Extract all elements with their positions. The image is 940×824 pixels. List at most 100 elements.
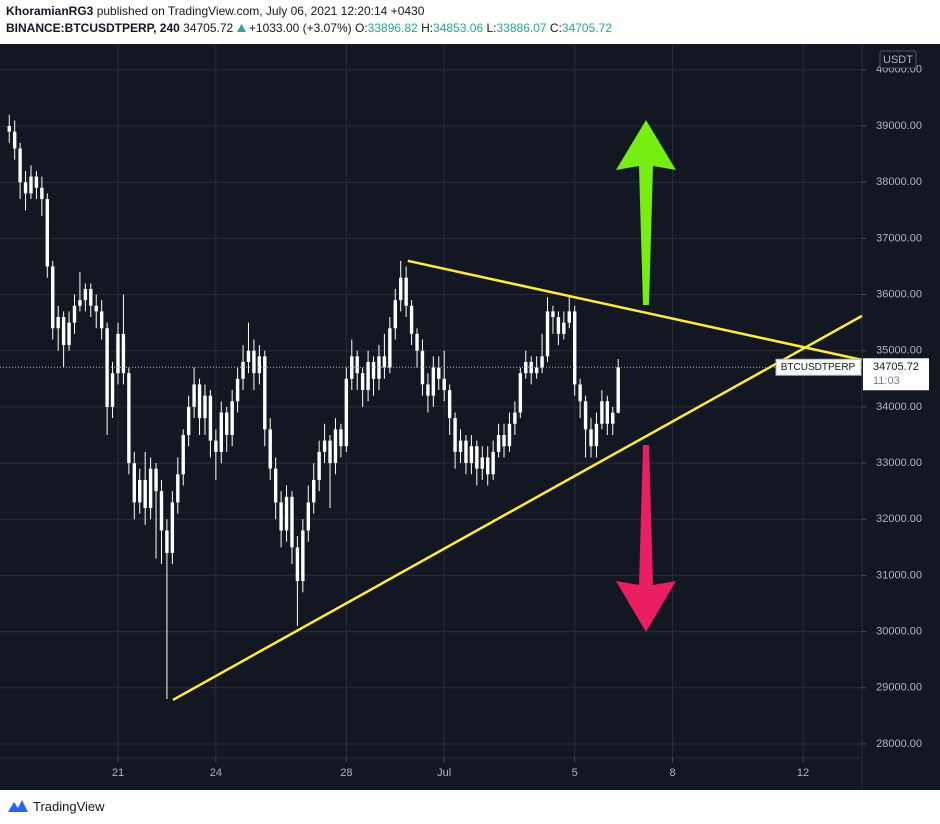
candle-body xyxy=(230,401,234,435)
candle-body xyxy=(447,390,452,419)
change: +1033.00 (+3.07%) xyxy=(248,21,352,35)
symbol-box xyxy=(775,358,862,376)
candle-body xyxy=(306,502,310,531)
candle-body xyxy=(545,311,550,357)
candle-body xyxy=(616,367,620,413)
header: KhoramianRG3 published on TradingView.co… xyxy=(6,3,612,37)
candle-body xyxy=(219,412,223,452)
candle-body xyxy=(159,491,164,531)
candle-body xyxy=(491,451,495,475)
candle-body xyxy=(420,350,425,385)
candle-body xyxy=(290,496,294,548)
candle-body xyxy=(61,317,66,346)
candle-body xyxy=(496,434,501,452)
candle-body xyxy=(165,530,169,553)
candle-body xyxy=(29,176,33,194)
candle-body xyxy=(339,429,343,447)
trend-line xyxy=(172,314,863,702)
candle-body xyxy=(7,126,11,132)
candle-body xyxy=(513,412,517,424)
candle-body xyxy=(83,288,88,301)
author: KhoramianRG3 xyxy=(6,4,94,18)
candle-body xyxy=(51,266,55,329)
plot: 28000.00 29000.00 30000.00 31000.00 32000.00… xyxy=(0,44,929,779)
candle-body xyxy=(45,199,50,267)
candle-body xyxy=(284,496,289,531)
candle-body xyxy=(518,373,523,413)
candle-body xyxy=(170,502,175,553)
currency-box xyxy=(879,50,917,69)
candle-body xyxy=(121,333,126,374)
c-label: C: xyxy=(549,21,562,35)
candle-body xyxy=(355,356,359,374)
candle-body xyxy=(333,429,338,464)
candle-body xyxy=(458,440,463,452)
candle-body xyxy=(486,457,490,475)
candle-body xyxy=(252,350,256,374)
candle-body xyxy=(78,300,82,306)
candle-body xyxy=(127,373,131,464)
candle-body xyxy=(67,322,71,346)
down-arrow-shape xyxy=(616,445,676,632)
candle-body xyxy=(502,434,506,447)
candle-body xyxy=(534,367,539,374)
header-line: BINANCE:BTCUSDTPERP, 240 34705.72 +1033.… xyxy=(6,20,612,37)
candle-body xyxy=(393,300,397,329)
candle-body xyxy=(578,384,582,402)
y-tick-label: 35000.00 xyxy=(876,345,922,357)
candle-body xyxy=(360,373,365,391)
candle-body xyxy=(480,457,484,469)
candle-body xyxy=(138,479,142,503)
x-tick-label: 24 xyxy=(210,767,222,779)
candle-body xyxy=(192,384,196,407)
y-tick-label: 36000.00 xyxy=(876,288,922,300)
candle-body xyxy=(583,401,588,430)
candle-body xyxy=(344,378,349,447)
candle-body xyxy=(40,187,44,200)
candle-body xyxy=(225,412,229,435)
candle-body xyxy=(301,530,305,582)
candle-body xyxy=(594,423,599,447)
candle-body xyxy=(214,440,218,452)
candle-body xyxy=(322,440,327,452)
candle-body xyxy=(197,384,202,419)
candle-body xyxy=(105,328,109,407)
x-tick-label: Jul xyxy=(437,767,451,779)
footer: TradingView xyxy=(6,796,105,816)
candle-body xyxy=(388,328,392,368)
candle-body xyxy=(556,317,561,334)
candle-body xyxy=(279,502,283,531)
o-label: O: xyxy=(355,21,368,35)
candle-body xyxy=(317,451,321,480)
candle-body xyxy=(415,333,419,351)
brand-logo xyxy=(8,800,28,812)
candle-body xyxy=(551,311,555,318)
y-tick-label: 33000.00 xyxy=(876,457,922,469)
candle-body xyxy=(437,367,441,379)
candle-body xyxy=(203,395,207,419)
candle-body xyxy=(573,311,577,385)
candle-body xyxy=(99,311,104,329)
symbol: BINANCE:BTCUSDTPERP, 240 xyxy=(6,21,180,35)
candle-body xyxy=(34,176,39,188)
x-tick-label: 8 xyxy=(670,767,676,779)
candle-body xyxy=(426,384,430,396)
symbol-label: BTCUSDTPERP xyxy=(781,362,856,373)
trend-line xyxy=(407,259,863,362)
low-value: 33886.07 xyxy=(496,21,547,35)
candle-body xyxy=(23,182,28,194)
candle-body xyxy=(148,468,153,509)
candle-body xyxy=(442,378,446,391)
x-tick-label: 5 xyxy=(572,767,578,779)
up-arrow-shape xyxy=(616,120,676,305)
candle-body xyxy=(562,322,566,334)
open-value: 33896.82 xyxy=(367,21,418,35)
candle-body xyxy=(110,373,115,407)
l-label: L: xyxy=(486,21,497,35)
candle-body xyxy=(469,446,474,464)
candle-body xyxy=(273,468,278,503)
candle-body xyxy=(382,356,387,368)
candle-body xyxy=(312,479,316,503)
candle-body xyxy=(540,356,544,368)
